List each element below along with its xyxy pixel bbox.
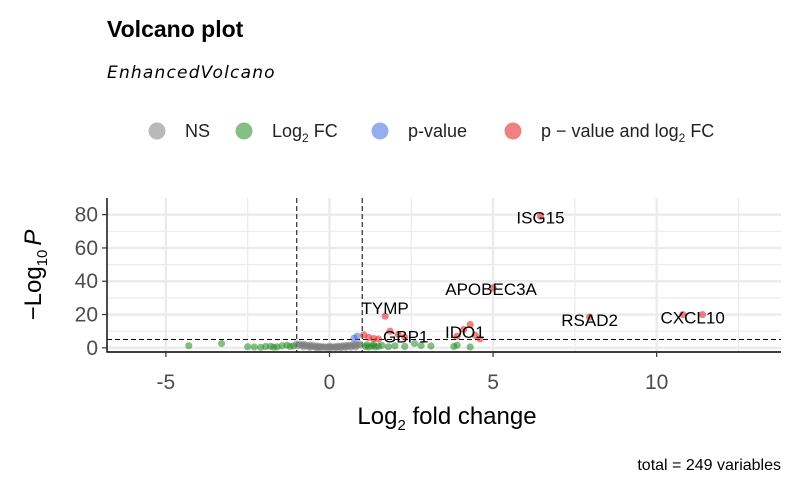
point-series-3: [386, 327, 394, 335]
y-axis-title: −Log10P: [20, 230, 51, 321]
gene-label-gbp1: GBP1: [383, 327, 428, 346]
legend-label-both: p − value and log2 FC: [541, 121, 714, 145]
point-series-1: [410, 339, 419, 348]
point-series-1: [289, 342, 298, 350]
point-series-1: [384, 343, 392, 351]
gene-label-rsad2: RSAD2: [561, 311, 618, 330]
point-series-1: [185, 342, 193, 350]
point-series-1: [453, 341, 461, 349]
gene-label-apobec3a: APOBEC3A: [445, 280, 537, 299]
legend-label-p: p-value: [408, 121, 467, 141]
legend-swatch-fc: [235, 122, 253, 140]
x-tick-label: 5: [487, 371, 499, 394]
point-series-3: [401, 333, 409, 341]
point-series-3: [374, 335, 383, 343]
gene-labels: ISG15 APOBEC3A TYMP GBP1 IDO1 RSAD2 CXCL10: [361, 208, 724, 346]
point-series-0: [312, 344, 320, 352]
point-series-3: [394, 330, 402, 339]
x-tick-label: 10: [645, 371, 668, 394]
point-series-3: [381, 312, 389, 320]
y-tick-label: 40: [75, 270, 98, 293]
x-tick-label: 0: [324, 371, 336, 394]
point-series-1: [427, 342, 435, 350]
gene-label-isg15: ISG15: [516, 208, 564, 227]
point-series-3: [585, 313, 594, 321]
y-tick-label: 60: [75, 237, 98, 260]
plot-area: ISG15 APOBEC3A TYMP GBP1 IDO1 RSAD2 CXCL10 -5 0…: [75, 198, 781, 394]
chart-title: Volcano plot: [107, 16, 244, 42]
legend-swatch-p: [371, 122, 389, 140]
gene-label-tymp: TYMP: [361, 299, 408, 318]
grid-lines: [107, 198, 781, 352]
x-axis-title: Log2 fold change: [357, 403, 536, 434]
caption: total = 249 variables: [637, 457, 781, 474]
point-series-1: [401, 342, 409, 350]
gene-label-cxcl10: CXCL10: [661, 309, 725, 328]
point-series-1: [363, 341, 371, 349]
chart-subtitle: EnhancedVolcano: [107, 63, 276, 83]
point-series-1: [217, 339, 226, 348]
point-series-0: [347, 343, 355, 351]
y-tick-label: 80: [75, 204, 98, 227]
cutoff-lines: [107, 198, 781, 352]
legend-label-fc: Log2 FC: [272, 121, 338, 145]
point-series-1: [244, 343, 252, 351]
point-series-1: [466, 343, 474, 351]
point-series-2: [353, 332, 361, 340]
data-points: [185, 212, 707, 352]
point-series-0: [337, 344, 345, 352]
point-series-3: [476, 335, 484, 343]
point-series-1: [378, 341, 386, 349]
legend-swatch-ns: [148, 122, 166, 140]
point-series-1: [391, 342, 399, 350]
point-series-3: [466, 320, 474, 329]
point-series-3: [679, 310, 687, 319]
gene-label-ido1: IDO1: [445, 323, 485, 342]
point-series-3: [698, 310, 707, 319]
legend-label-ns: NS: [185, 121, 210, 141]
point-series-0: [325, 342, 334, 350]
y-tick-label: 0: [86, 337, 98, 360]
axes: -5 0 5 10 0 20 40 60 80: [75, 198, 781, 394]
y-tick-label: 20: [75, 304, 98, 327]
point-series-3: [453, 332, 461, 340]
legend: NS Log2 FC p-value p − value and log2 FC: [148, 121, 714, 145]
point-series-3: [489, 284, 497, 292]
point-series-3: [536, 212, 545, 220]
point-series-0: [306, 343, 314, 351]
point-series-1: [370, 340, 378, 349]
x-tick-label: -5: [157, 371, 176, 394]
legend-swatch-both: [504, 122, 522, 140]
point-series-1: [417, 341, 425, 350]
point-series-1: [250, 343, 258, 351]
point-series-3: [460, 325, 468, 334]
point-series-0: [299, 343, 307, 351]
